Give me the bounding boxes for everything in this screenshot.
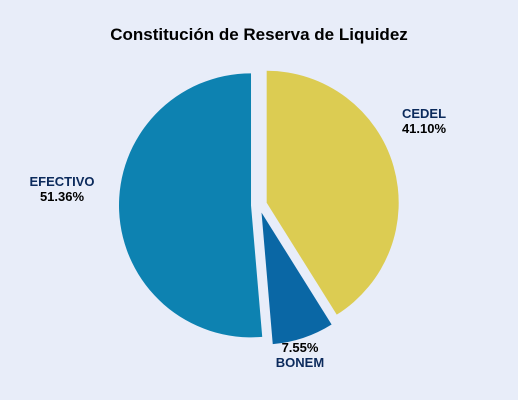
pie-label-cedel: CEDEL [402, 106, 446, 121]
pie-label-bonem: BONEM [276, 355, 324, 370]
pie-slice-bonem [261, 212, 332, 345]
pie-value-cedel: 41.10% [402, 121, 447, 136]
pie-slice-efectivo [119, 73, 263, 338]
pie-value-bonem: 7.55% [282, 340, 319, 355]
pie-value-efectivo: 51.36% [40, 189, 85, 204]
pie-slices [119, 70, 399, 345]
pie-slice-cedel [266, 70, 399, 315]
chart-title: Constitución de Reserva de Liquidez [110, 25, 408, 44]
pie-label-efectivo: EFECTIVO [29, 174, 94, 189]
